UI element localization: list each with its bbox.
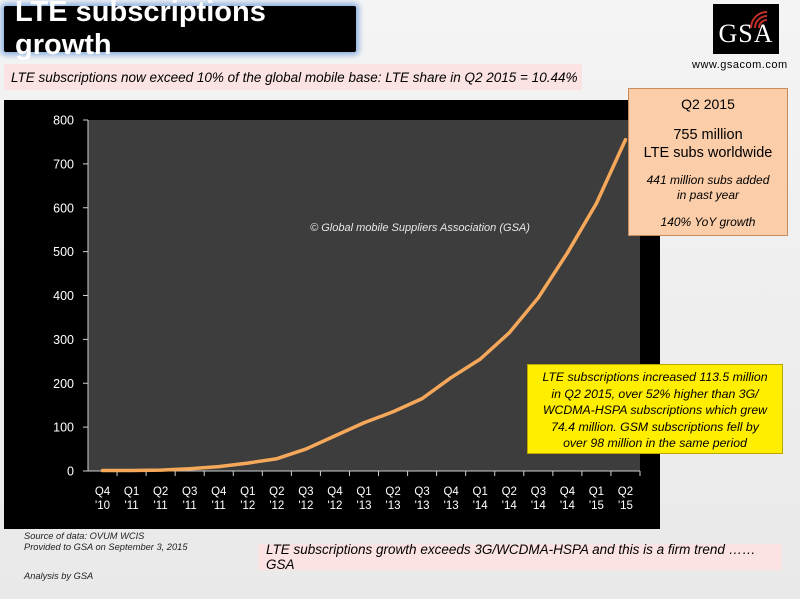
x-tick-label-year: '13	[444, 500, 459, 512]
footer-banner: LTE subscriptions growth exceeds 3G/WCDM…	[258, 542, 782, 572]
callout-line-3: WCDMA-HSPA subscriptions which grew	[542, 403, 768, 417]
x-tick-label-year: '15	[589, 500, 604, 512]
line-chart: 0 100 200 300 400 500 600 700 800 Subscriptions i…	[10, 114, 641, 512]
x-tick-label-quarter: Q4	[560, 486, 576, 498]
x-tick-label-year: '12	[298, 500, 313, 512]
x-tick-label-quarter: Q2	[385, 486, 400, 498]
y-tick-label: 400	[53, 289, 74, 303]
source-line-2: Provided to GSA on September 3, 2015	[24, 541, 188, 552]
x-tick-label-quarter: Q4	[211, 486, 227, 498]
x-tick-label-quarter: Q3	[414, 486, 429, 498]
x-tick-label-quarter: Q2	[153, 486, 168, 498]
x-tick-label-quarter: Q1	[124, 486, 139, 498]
data-point	[420, 397, 424, 401]
x-tick-label-year: '10	[95, 500, 110, 512]
chart-watermark: © Global mobile Suppliers Association (G…	[310, 222, 530, 234]
x-tick-label-quarter: Q1	[356, 486, 371, 498]
signal-arcs-icon	[750, 11, 768, 29]
data-point	[362, 421, 366, 425]
page-title: LTE subscriptions growth	[4, 0, 356, 61]
gsa-logo: GSA	[713, 4, 779, 54]
y-tick-label: 0	[67, 465, 74, 479]
x-tick-label-year: '14	[560, 500, 576, 512]
summary-growth: 140% YoY growth	[660, 215, 756, 229]
logo-text: GSA	[718, 19, 774, 48]
source-note: Source of data: OVUM WCIS Provided to GS…	[24, 531, 188, 552]
y-tick-label: 200	[53, 377, 74, 391]
y-axis-title: Subscriptions in millions	[10, 221, 27, 387]
x-tick-label-year: '13	[415, 500, 430, 512]
x-tick-label-quarter: Q1	[240, 486, 255, 498]
callout-line-4: 74.4 million. GSM subscriptions fell by	[551, 419, 759, 434]
y-tick-label: 500	[53, 245, 74, 259]
x-tick-label-year: '11	[125, 500, 139, 512]
data-point	[594, 201, 599, 205]
x-tick-label-year: '13	[386, 500, 401, 512]
data-point	[623, 138, 628, 142]
x-tick-label-year: '12	[327, 500, 342, 512]
summary-headline-2: LTE subs worldwide	[643, 145, 773, 161]
summary-added-1: 441 million subs added	[646, 173, 770, 187]
x-tick-label-year: '11	[183, 500, 197, 512]
subtitle-banner: LTE subscriptions now exceed 10% of the …	[4, 64, 582, 90]
callout-line-1: LTE subscriptions increased 113.5 millio…	[542, 370, 768, 384]
x-tick-label-quarter: Q3	[182, 486, 197, 498]
data-point	[100, 468, 105, 473]
summary-period: Q2 2015	[681, 96, 735, 112]
x-tick-label-year: '11	[154, 500, 168, 512]
data-point	[565, 251, 569, 255]
x-tick-label-year: '14	[502, 500, 518, 512]
data-point	[333, 434, 337, 438]
x-tick-label-year: '13	[357, 500, 372, 512]
x-tick-label-year: '15	[618, 500, 633, 512]
data-point	[304, 447, 308, 451]
x-tick-label-quarter: Q3	[531, 486, 546, 498]
callout-line-5: over 98 million in the same period	[563, 436, 747, 450]
source-line-1: Source of data: OVUM WCIS	[24, 531, 145, 541]
chart-panel: 0 100 200 300 400 500 600 700 800 Subscriptions i…	[4, 100, 660, 529]
data-point	[536, 296, 540, 300]
x-tick-label-year: '14	[531, 500, 547, 512]
y-tick-label: 100	[53, 421, 74, 435]
website-link[interactable]: www.gsacom.com	[692, 59, 788, 71]
summary-headline-1: 755 million	[673, 127, 743, 143]
summary-added-2: in past year	[676, 188, 740, 202]
x-tick-label-quarter: Q1	[473, 486, 488, 498]
data-point	[159, 468, 163, 472]
y-tick-label: 300	[53, 333, 74, 347]
data-point	[275, 457, 279, 461]
x-tick-label-quarter: Q2	[269, 486, 284, 498]
data-point	[246, 461, 250, 465]
x-tick-label-year: '11	[212, 500, 226, 512]
data-point	[391, 410, 395, 414]
y-tick-label: 800	[53, 114, 74, 128]
callout-box: LTE subscriptions increased 113.5 millio…	[527, 364, 783, 454]
summary-headline: 755 million LTE subs worldwide	[629, 126, 787, 162]
analysis-note: Analysis by GSA	[24, 571, 94, 581]
x-tick-label-quarter: Q4	[327, 486, 343, 498]
x-tick-label-year: '12	[269, 500, 284, 512]
callout-line-2: in Q2 2015, over 52% higher than 3G/	[551, 386, 759, 401]
data-point	[129, 468, 134, 473]
x-tick-label-quarter: Q4	[443, 486, 459, 498]
x-tick-label-quarter: Q3	[298, 486, 313, 498]
x-tick-label-quarter: Q2	[618, 486, 633, 498]
data-point	[217, 465, 221, 469]
data-point	[478, 357, 482, 361]
x-tick-label-quarter: Q2	[502, 486, 517, 498]
data-point	[449, 375, 453, 380]
x-tick-label-year: '12	[240, 500, 255, 512]
y-tick-label: 600	[53, 201, 74, 215]
summary-added: 441 million subs added in past year	[629, 173, 787, 203]
x-tick-label-year: '14	[473, 500, 489, 512]
y-tick-label: 700	[53, 157, 74, 171]
data-point	[507, 331, 511, 335]
x-tick-label-quarter: Q1	[589, 486, 604, 498]
x-tick-label-quarter: Q4	[95, 486, 111, 498]
data-point	[188, 467, 192, 471]
summary-box: Q2 2015 755 million LTE subs worldwide 4…	[628, 88, 788, 236]
